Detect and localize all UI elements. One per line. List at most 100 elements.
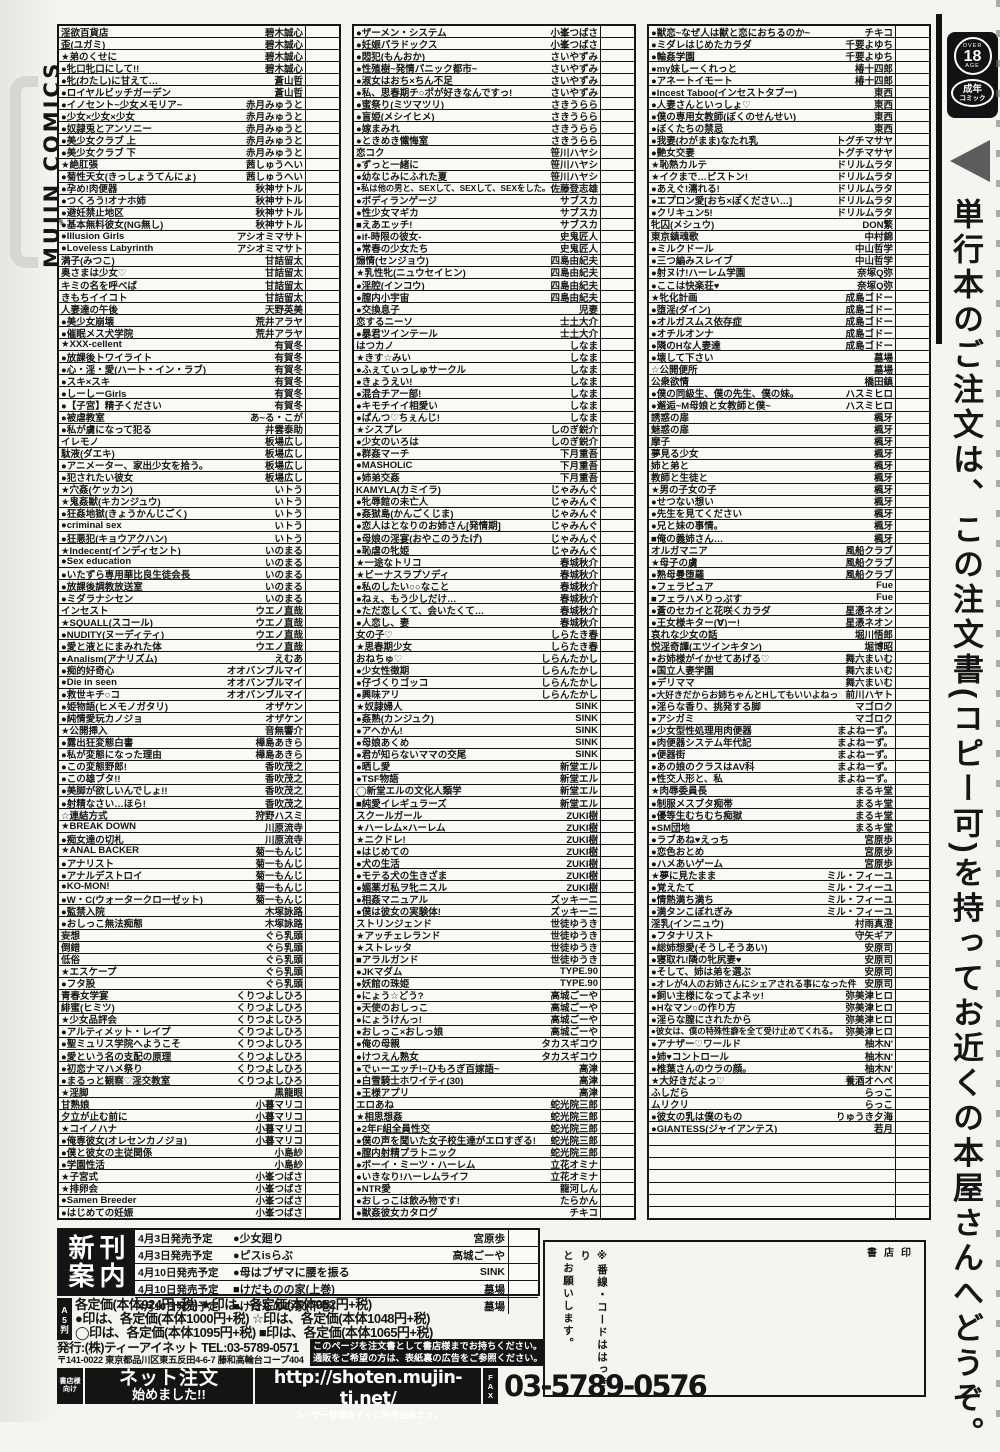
- quantity-cell[interactable]: [895, 1158, 929, 1170]
- quantity-cell[interactable]: [895, 556, 929, 568]
- quantity-cell[interactable]: [600, 50, 634, 62]
- quantity-cell[interactable]: [600, 628, 634, 640]
- quantity-cell[interactable]: [895, 953, 929, 965]
- quantity-cell[interactable]: [305, 26, 339, 38]
- quantity-cell[interactable]: [895, 881, 929, 893]
- quantity-cell[interactable]: [600, 242, 634, 254]
- quantity-cell[interactable]: [305, 291, 339, 303]
- quantity-cell[interactable]: [895, 315, 929, 327]
- quantity-cell[interactable]: [600, 688, 634, 700]
- quantity-cell[interactable]: [305, 158, 339, 170]
- quantity-cell[interactable]: [600, 1025, 634, 1037]
- quantity-cell[interactable]: [600, 38, 634, 50]
- quantity-cell[interactable]: [895, 869, 929, 881]
- quantity-cell[interactable]: [895, 242, 929, 254]
- quantity-cell[interactable]: [600, 1206, 634, 1218]
- quantity-cell[interactable]: [305, 1025, 339, 1037]
- quantity-cell[interactable]: [508, 1264, 538, 1280]
- quantity-cell[interactable]: [895, 411, 929, 423]
- quantity-cell[interactable]: [895, 1037, 929, 1049]
- quantity-cell[interactable]: [305, 315, 339, 327]
- quantity-cell[interactable]: [895, 519, 929, 531]
- quantity-cell[interactable]: [600, 1098, 634, 1110]
- quantity-cell[interactable]: [305, 507, 339, 519]
- quantity-cell[interactable]: [600, 640, 634, 652]
- quantity-cell[interactable]: [305, 676, 339, 688]
- quantity-cell[interactable]: [895, 206, 929, 218]
- quantity-cell[interactable]: [895, 929, 929, 941]
- quantity-cell[interactable]: [895, 471, 929, 483]
- quantity-cell[interactable]: [895, 1122, 929, 1134]
- quantity-cell[interactable]: [895, 351, 929, 363]
- quantity-cell[interactable]: [305, 1001, 339, 1013]
- quantity-cell[interactable]: [305, 266, 339, 278]
- quantity-cell[interactable]: [895, 1001, 929, 1013]
- quantity-cell[interactable]: [895, 291, 929, 303]
- quantity-cell[interactable]: [305, 303, 339, 315]
- quantity-cell[interactable]: [600, 122, 634, 134]
- quantity-cell[interactable]: [895, 339, 929, 351]
- quantity-cell[interactable]: [895, 38, 929, 50]
- quantity-cell[interactable]: [895, 327, 929, 339]
- quantity-cell[interactable]: [895, 1206, 929, 1218]
- quantity-cell[interactable]: [600, 652, 634, 664]
- quantity-cell[interactable]: [600, 760, 634, 772]
- quantity-cell[interactable]: [895, 435, 929, 447]
- quantity-cell[interactable]: [895, 893, 929, 905]
- quantity-cell[interactable]: [305, 905, 339, 917]
- quantity-cell[interactable]: [600, 182, 634, 194]
- quantity-cell[interactable]: [600, 1122, 634, 1134]
- quantity-cell[interactable]: [600, 315, 634, 327]
- quantity-cell[interactable]: [895, 194, 929, 206]
- quantity-cell[interactable]: [895, 568, 929, 580]
- quantity-cell[interactable]: [600, 471, 634, 483]
- quantity-cell[interactable]: [305, 38, 339, 50]
- quantity-cell[interactable]: [600, 1158, 634, 1170]
- quantity-cell[interactable]: [600, 411, 634, 423]
- quantity-cell[interactable]: [305, 50, 339, 62]
- quantity-cell[interactable]: [895, 833, 929, 845]
- quantity-cell[interactable]: [895, 1110, 929, 1122]
- quantity-cell[interactable]: [305, 1062, 339, 1074]
- quantity-cell[interactable]: [305, 1013, 339, 1025]
- quantity-cell[interactable]: [600, 363, 634, 375]
- quantity-cell[interactable]: [305, 628, 339, 640]
- quantity-cell[interactable]: [305, 134, 339, 146]
- quantity-cell[interactable]: [600, 1001, 634, 1013]
- quantity-cell[interactable]: [895, 989, 929, 1001]
- quantity-cell[interactable]: [600, 1146, 634, 1158]
- quantity-cell[interactable]: [600, 748, 634, 760]
- quantity-cell[interactable]: [600, 929, 634, 941]
- quantity-cell[interactable]: [895, 784, 929, 796]
- quantity-cell[interactable]: [600, 809, 634, 821]
- quantity-cell[interactable]: [600, 1086, 634, 1098]
- quantity-cell[interactable]: [305, 1086, 339, 1098]
- quantity-cell[interactable]: [895, 1086, 929, 1098]
- quantity-cell[interactable]: [600, 110, 634, 122]
- quantity-cell[interactable]: [895, 303, 929, 315]
- quantity-cell[interactable]: [305, 989, 339, 1001]
- quantity-cell[interactable]: [600, 893, 634, 905]
- quantity-cell[interactable]: [895, 254, 929, 266]
- quantity-cell[interactable]: [895, 62, 929, 74]
- quantity-cell[interactable]: [895, 1025, 929, 1037]
- quantity-cell[interactable]: [600, 941, 634, 953]
- quantity-cell[interactable]: [305, 170, 339, 182]
- quantity-cell[interactable]: [600, 495, 634, 507]
- quantity-cell[interactable]: [305, 531, 339, 544]
- quantity-cell[interactable]: [895, 1098, 929, 1110]
- quantity-cell[interactable]: [305, 784, 339, 796]
- quantity-cell[interactable]: [600, 869, 634, 881]
- quantity-cell[interactable]: [895, 640, 929, 652]
- quantity-cell[interactable]: [895, 50, 929, 62]
- quantity-cell[interactable]: [305, 1037, 339, 1049]
- quantity-cell[interactable]: [305, 1122, 339, 1134]
- quantity-cell[interactable]: [305, 459, 339, 471]
- quantity-cell[interactable]: [305, 98, 339, 110]
- quantity-cell[interactable]: [895, 797, 929, 809]
- quantity-cell[interactable]: [895, 158, 929, 170]
- quantity-cell[interactable]: [600, 821, 634, 833]
- quantity-cell[interactable]: [600, 544, 634, 556]
- quantity-cell[interactable]: [600, 483, 634, 495]
- quantity-cell[interactable]: [600, 616, 634, 628]
